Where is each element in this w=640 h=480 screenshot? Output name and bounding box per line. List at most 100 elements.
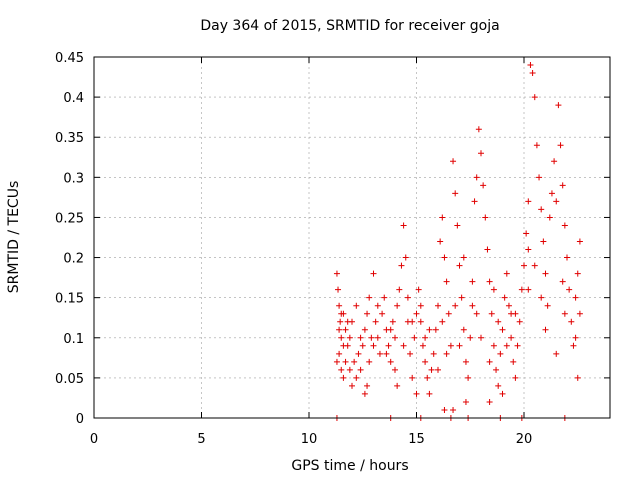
data-point: [335, 286, 342, 293]
data-point: [493, 366, 500, 373]
data-point: [366, 294, 373, 301]
data-point: [497, 350, 504, 357]
y-tick-label: 0.4: [63, 91, 84, 106]
y-tick-label: 0: [76, 412, 84, 427]
data-point: [505, 302, 512, 309]
data-point: [473, 310, 480, 317]
data-point: [572, 334, 579, 341]
data-point: [475, 126, 482, 133]
data-point: [392, 334, 398, 341]
data-point: [368, 334, 375, 341]
data-point: [460, 254, 467, 261]
data-point: [361, 390, 368, 397]
data-point: [495, 318, 502, 325]
data-point: [439, 214, 446, 221]
data-point: [570, 342, 577, 349]
y-axis-title: SRMTID / TECUs: [6, 181, 22, 294]
data-point: [396, 286, 403, 293]
data-point: [361, 326, 368, 333]
data-point: [467, 334, 474, 341]
data-point: [482, 214, 489, 221]
data-point: [523, 230, 530, 237]
data-point: [473, 174, 480, 181]
x-tick-label: 5: [197, 432, 205, 447]
y-tick-label: 0.3: [63, 171, 84, 186]
data-point: [422, 334, 429, 341]
data-point: [495, 382, 502, 389]
data-point: [366, 358, 373, 365]
data-point: [364, 310, 371, 317]
data-point: [398, 262, 405, 269]
data-point: [499, 390, 506, 397]
data-point: [456, 342, 463, 349]
data-point: [439, 318, 446, 325]
data-point: [516, 318, 523, 325]
data-point: [387, 326, 394, 333]
data-point: [527, 62, 534, 69]
data-point: [424, 374, 431, 381]
data-point: [568, 318, 575, 325]
data-point: [447, 342, 454, 349]
data-point: [389, 318, 396, 325]
data-point: [462, 398, 469, 405]
data-point: [540, 238, 547, 245]
data-point: [435, 302, 441, 309]
data-point: [551, 158, 558, 165]
data-point: [337, 318, 344, 325]
axis-ticks: [93, 56, 610, 419]
data-point: [574, 374, 581, 381]
y-tick-label: 0.05: [55, 372, 84, 387]
data-point: [353, 302, 360, 309]
data-point: [349, 382, 355, 389]
data-point: [512, 374, 519, 381]
data-point: [413, 390, 420, 397]
data-point: [525, 198, 532, 205]
data-point: [566, 286, 573, 293]
data-point: [342, 326, 349, 333]
data-point: [542, 270, 549, 277]
data-point: [488, 310, 495, 317]
data-point: [379, 310, 386, 317]
data-point: [422, 358, 429, 365]
data-point: [400, 222, 407, 229]
y-tick-label: 0.1: [63, 332, 84, 347]
y-tick-label: 0.2: [63, 252, 84, 267]
data-point: [499, 326, 506, 333]
data-point: [490, 342, 497, 349]
data-point: [508, 310, 515, 317]
data-point: [355, 350, 362, 357]
data-point: [419, 342, 426, 349]
data-point: [469, 278, 476, 285]
data-point: [538, 294, 545, 301]
data-point: [465, 374, 472, 381]
data-point: [338, 334, 345, 341]
data-point: [536, 174, 543, 181]
data-point: [478, 150, 484, 157]
data-point: [559, 278, 566, 285]
data-point: [430, 350, 437, 357]
data-point: [342, 358, 349, 365]
data-point: [432, 326, 439, 333]
data-point: [458, 294, 465, 301]
data-point: [572, 294, 579, 301]
data-point: [576, 310, 583, 317]
data-points: [333, 62, 583, 421]
data-point: [555, 102, 562, 109]
x-tick-label: 15: [408, 432, 425, 447]
data-point: [417, 318, 424, 325]
data-point: [452, 190, 459, 197]
data-point: [450, 406, 457, 413]
data-point: [480, 182, 487, 189]
data-point: [385, 342, 392, 349]
data-point: [441, 406, 448, 413]
data-point: [531, 262, 538, 269]
data-point: [409, 374, 416, 381]
data-point: [443, 350, 450, 357]
data-point: [486, 358, 493, 365]
data-point: [374, 334, 381, 341]
data-point: [428, 366, 435, 373]
data-point: [501, 294, 508, 301]
data-point: [533, 142, 540, 149]
data-point: [340, 374, 347, 381]
data-point: [364, 382, 371, 389]
